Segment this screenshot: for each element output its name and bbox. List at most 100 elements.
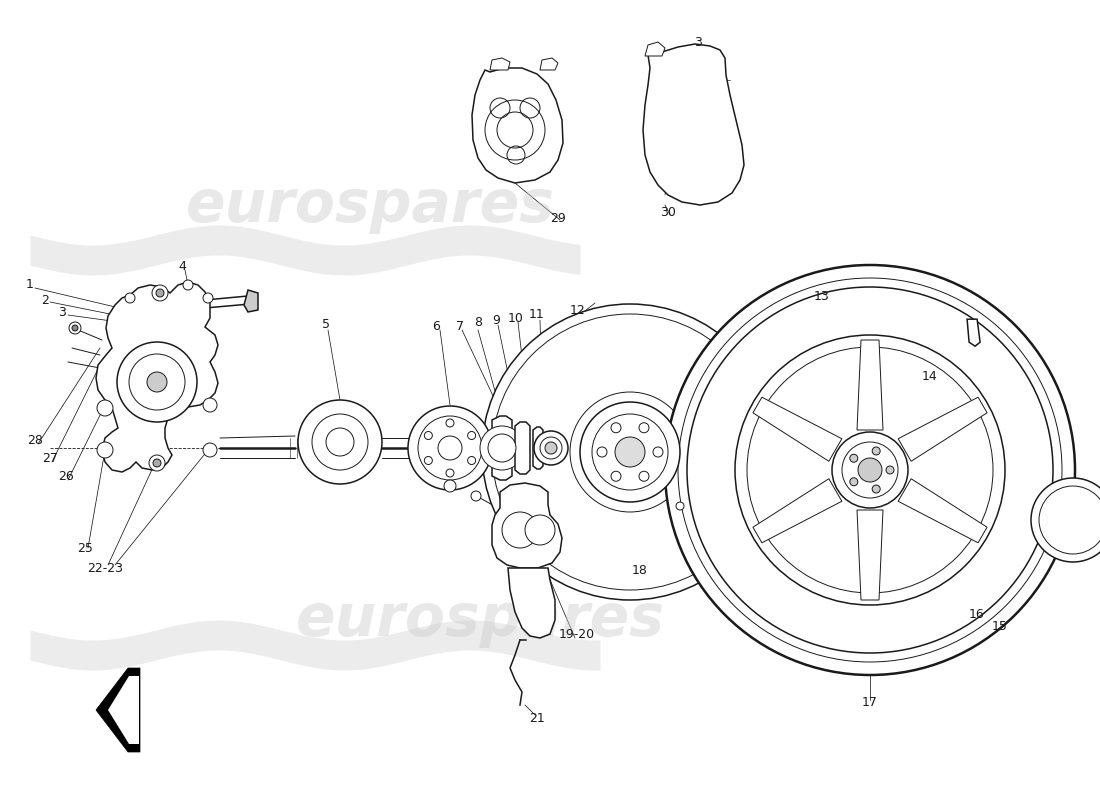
Circle shape xyxy=(480,426,524,470)
Circle shape xyxy=(326,428,354,456)
Text: 30: 30 xyxy=(660,206,675,218)
Circle shape xyxy=(534,431,568,465)
Text: 16: 16 xyxy=(969,607,984,621)
Polygon shape xyxy=(490,58,510,70)
Polygon shape xyxy=(508,568,556,638)
Circle shape xyxy=(872,447,880,455)
Text: 27: 27 xyxy=(42,451,58,465)
Circle shape xyxy=(502,512,538,548)
Text: 10: 10 xyxy=(508,311,524,325)
Circle shape xyxy=(525,515,556,545)
Polygon shape xyxy=(108,676,139,744)
Circle shape xyxy=(610,471,621,482)
Polygon shape xyxy=(540,58,558,70)
Text: 21: 21 xyxy=(529,711,544,725)
Text: 7: 7 xyxy=(456,319,464,333)
Circle shape xyxy=(425,431,432,439)
Text: 5: 5 xyxy=(322,318,330,331)
Circle shape xyxy=(156,289,164,297)
Polygon shape xyxy=(644,44,744,205)
Circle shape xyxy=(425,457,432,465)
Circle shape xyxy=(418,416,482,480)
Circle shape xyxy=(735,335,1005,605)
Polygon shape xyxy=(96,282,218,472)
Circle shape xyxy=(204,443,217,457)
Circle shape xyxy=(597,447,607,457)
Circle shape xyxy=(97,400,113,416)
Text: 3: 3 xyxy=(694,35,702,49)
Circle shape xyxy=(204,293,213,303)
Circle shape xyxy=(408,406,492,490)
Text: 4: 4 xyxy=(178,261,186,274)
Circle shape xyxy=(468,431,475,439)
Circle shape xyxy=(850,478,858,486)
Circle shape xyxy=(676,502,684,510)
Text: 28: 28 xyxy=(28,434,43,446)
Circle shape xyxy=(471,491,481,501)
Circle shape xyxy=(610,422,621,433)
Text: 29: 29 xyxy=(550,211,565,225)
Text: 3: 3 xyxy=(58,306,66,318)
Circle shape xyxy=(580,402,680,502)
Circle shape xyxy=(148,455,165,471)
Text: 15: 15 xyxy=(992,619,1008,633)
Text: 9: 9 xyxy=(492,314,499,326)
Circle shape xyxy=(117,342,197,422)
Circle shape xyxy=(183,280,192,290)
Circle shape xyxy=(444,480,456,492)
Polygon shape xyxy=(752,478,842,542)
Circle shape xyxy=(872,485,880,493)
Polygon shape xyxy=(857,340,883,430)
Text: 11: 11 xyxy=(529,309,544,322)
Polygon shape xyxy=(96,668,140,752)
Polygon shape xyxy=(967,319,980,346)
Polygon shape xyxy=(472,68,563,183)
Polygon shape xyxy=(534,427,543,469)
Circle shape xyxy=(540,437,562,459)
Circle shape xyxy=(468,457,475,465)
Circle shape xyxy=(666,265,1075,675)
Text: 2: 2 xyxy=(41,294,48,306)
Circle shape xyxy=(886,466,894,474)
Text: 1: 1 xyxy=(26,278,34,291)
Text: 14: 14 xyxy=(922,370,938,382)
Text: 19-20: 19-20 xyxy=(559,627,595,641)
Circle shape xyxy=(204,398,217,412)
Circle shape xyxy=(438,436,462,460)
Circle shape xyxy=(125,293,135,303)
Circle shape xyxy=(639,422,649,433)
Circle shape xyxy=(72,325,78,331)
Circle shape xyxy=(97,442,113,458)
Text: 8: 8 xyxy=(474,315,482,329)
Circle shape xyxy=(488,434,516,462)
Circle shape xyxy=(832,432,908,508)
Text: eurospares: eurospares xyxy=(186,177,554,234)
Text: 12: 12 xyxy=(570,303,586,317)
Circle shape xyxy=(639,471,649,482)
Circle shape xyxy=(850,454,858,462)
Polygon shape xyxy=(492,416,512,480)
Circle shape xyxy=(858,458,882,482)
Text: 18: 18 xyxy=(632,563,648,577)
Polygon shape xyxy=(492,483,562,568)
Circle shape xyxy=(446,469,454,477)
Text: 13: 13 xyxy=(814,290,829,302)
Polygon shape xyxy=(244,290,258,312)
Text: 26: 26 xyxy=(58,470,74,482)
Circle shape xyxy=(615,437,645,467)
Circle shape xyxy=(298,400,382,484)
Circle shape xyxy=(153,459,161,467)
Polygon shape xyxy=(515,422,530,474)
Circle shape xyxy=(482,304,778,600)
Circle shape xyxy=(592,414,668,490)
Circle shape xyxy=(69,322,81,334)
Circle shape xyxy=(544,442,557,454)
Polygon shape xyxy=(857,510,883,600)
Polygon shape xyxy=(752,398,842,462)
Text: 22-23: 22-23 xyxy=(87,562,123,574)
Circle shape xyxy=(653,447,663,457)
Text: 25: 25 xyxy=(77,542,92,554)
Circle shape xyxy=(129,354,185,410)
Circle shape xyxy=(1031,478,1100,562)
Circle shape xyxy=(147,372,167,392)
